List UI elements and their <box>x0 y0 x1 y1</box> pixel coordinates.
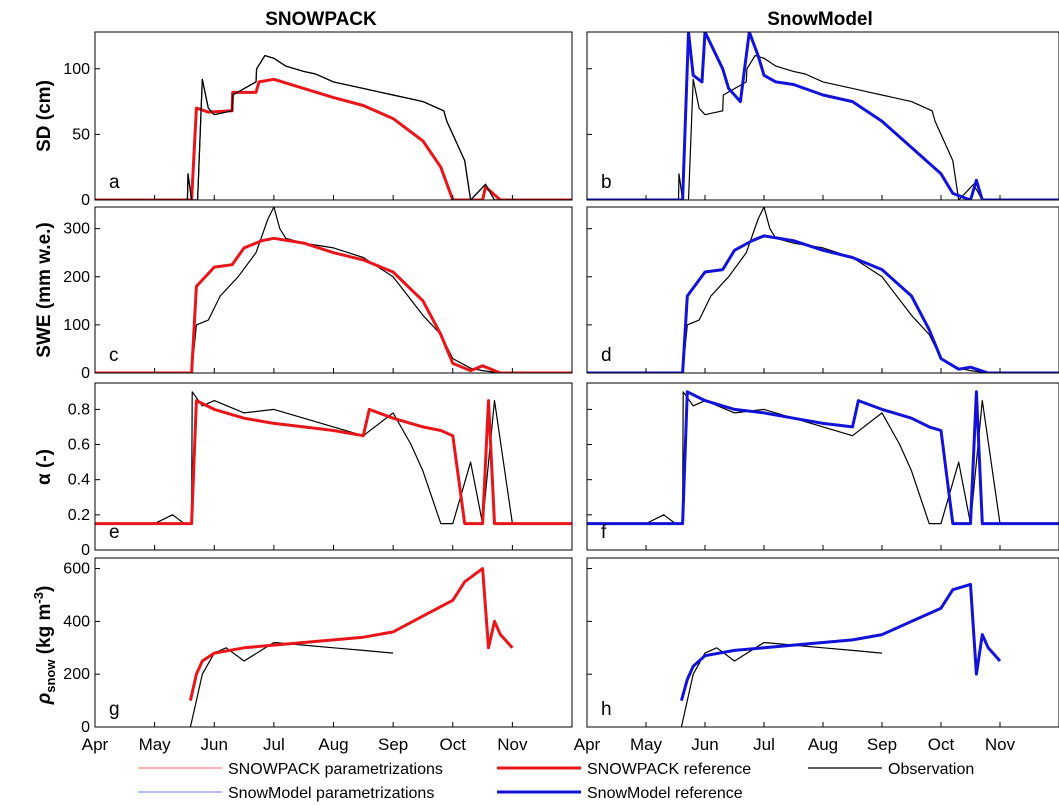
frame-b <box>586 31 1059 201</box>
rho-symbol: ρ <box>34 693 55 706</box>
ytick-label-e-1: 0.2 <box>68 507 90 524</box>
series-c-reference <box>95 236 572 373</box>
ytick-label-e-3: 0.6 <box>68 437 90 454</box>
series-d-reference <box>587 234 1059 373</box>
ytick-label-e-2: 0.4 <box>68 472 90 489</box>
panel-g: 0 200 400 600 g <box>63 557 573 736</box>
panel-d: d <box>586 206 1059 374</box>
panel-label-c: c <box>109 345 119 366</box>
series-a-reference <box>95 77 572 200</box>
ytick-label-g-2: 400 <box>63 613 90 630</box>
column-title-snowpack: SNOWPACK <box>265 9 377 30</box>
month-label-1-4: Aug <box>808 735 838 754</box>
panel-a: 0 50 100 a <box>63 31 573 209</box>
ytick-label-g-0: 0 <box>81 719 90 736</box>
series-b-reference <box>587 32 1059 200</box>
series-c-observation <box>95 207 572 373</box>
column-title-snowmodel: SnowModel <box>767 9 873 30</box>
month-label-1-3: Jul <box>753 735 775 754</box>
ylabel-albedo: α (-) <box>34 449 55 485</box>
ytick-label-a-0: 0 <box>81 192 90 209</box>
panel-h: h <box>586 557 1059 728</box>
month-label-0-1: May <box>139 735 172 754</box>
density-unit-close: ) <box>34 586 55 592</box>
plot-area-d <box>587 207 1059 373</box>
ylabel-sd: SD (cm) <box>34 80 55 152</box>
ytick-label-c-3: 300 <box>63 221 90 238</box>
panel-label-e: e <box>109 522 120 543</box>
series-f-reference <box>587 390 1059 526</box>
ytick-label-e-0: 0 <box>81 542 90 559</box>
series-e-observation <box>95 391 572 525</box>
series-g-reference <box>188 567 514 701</box>
plot-area-c <box>95 207 572 373</box>
month-label-0-5: Sep <box>378 735 408 754</box>
month-label-0-6: Oct <box>440 735 467 754</box>
series-g-observation <box>189 641 394 727</box>
month-tick-labels: Apr May Jun Jul Aug Sep Oct Nov Apr May Jun Jul Aug S… <box>82 735 1016 754</box>
panel-c: 0 100 200 300 c <box>63 206 573 382</box>
legend-label-snowmodel-ref: SnowModel reference <box>587 785 743 802</box>
month-label-0-0: Apr <box>82 735 109 754</box>
panel-b: b <box>586 31 1059 201</box>
panel-e: 0 0.2 0.4 0.6 0.8 e <box>68 382 573 559</box>
month-label-1-0: Apr <box>574 735 601 754</box>
panels: 0 50 100 a b 0 100 200 300 c d 0 0.2 0.4 0.6 0.8 e f 0 200 4… <box>63 31 1059 736</box>
ytick-label-c-1: 100 <box>63 317 90 334</box>
panel-label-a: a <box>109 172 120 193</box>
ytick-label-a-2: 100 <box>63 61 90 78</box>
month-label-1-2: Jun <box>691 735 718 754</box>
panel-label-b: b <box>601 172 612 193</box>
ytick-label-c-0: 0 <box>81 365 90 382</box>
density-unit-exponent: -3 <box>31 592 46 604</box>
plot-area-b <box>587 32 1059 200</box>
month-label-0-4: Aug <box>318 735 348 754</box>
series-f-observation <box>587 391 1059 525</box>
legend: SNOWPACK parametrizations SNOWPACK refer… <box>138 761 974 802</box>
panel-label-g: g <box>109 699 120 720</box>
month-label-1-5: Sep <box>867 735 897 754</box>
series-h-reference <box>679 582 1002 702</box>
ylabel-density: ρsnow (kg m-3) <box>31 586 58 706</box>
series-e-reference <box>95 399 572 526</box>
legend-label-snowpack-param: SNOWPACK parametrizations <box>228 761 443 778</box>
panel-f: f <box>586 382 1059 551</box>
month-label-0-2: Jun <box>201 735 228 754</box>
frame-a <box>94 31 573 201</box>
panel-label-d: d <box>601 345 612 366</box>
month-label-1-7: Nov <box>985 735 1016 754</box>
frame-c <box>94 206 573 374</box>
month-label-0-7: Nov <box>497 735 528 754</box>
rho-subscript: snow <box>43 659 58 693</box>
ytick-label-c-2: 200 <box>63 269 90 286</box>
series-a-observation <box>95 55 572 200</box>
plot-area-a <box>95 55 572 200</box>
ylabel-swe: SWE (mm w.e.) <box>34 222 55 357</box>
month-label-1-6: Oct <box>928 735 955 754</box>
ytick-label-e-4: 0.8 <box>68 401 90 418</box>
legend-label-observation: Observation <box>888 761 974 778</box>
ytick-label-g-3: 600 <box>63 561 90 578</box>
plot-area-e <box>95 391 572 526</box>
plot-area-h <box>679 582 1002 727</box>
panel-label-f: f <box>601 522 607 543</box>
density-unit: (kg m <box>34 604 55 660</box>
series-d-observation <box>587 207 1059 373</box>
series-h-observation <box>680 641 883 727</box>
plot-area-f <box>587 390 1059 526</box>
month-label-0-3: Jul <box>263 735 285 754</box>
legend-label-snowmodel-param: SnowModel parametrizations <box>228 785 434 802</box>
series-b-observation <box>587 55 1059 200</box>
legend-label-snowpack-ref: SNOWPACK reference <box>587 761 751 778</box>
ytick-label-a-1: 50 <box>72 126 90 143</box>
month-label-1-1: May <box>630 735 663 754</box>
frame-d <box>586 206 1059 374</box>
plot-area-g <box>188 567 514 727</box>
ytick-label-g-1: 200 <box>63 666 90 683</box>
series-a-observation-2 <box>95 55 572 200</box>
frame-g <box>94 557 573 728</box>
panel-label-h: h <box>601 699 612 720</box>
